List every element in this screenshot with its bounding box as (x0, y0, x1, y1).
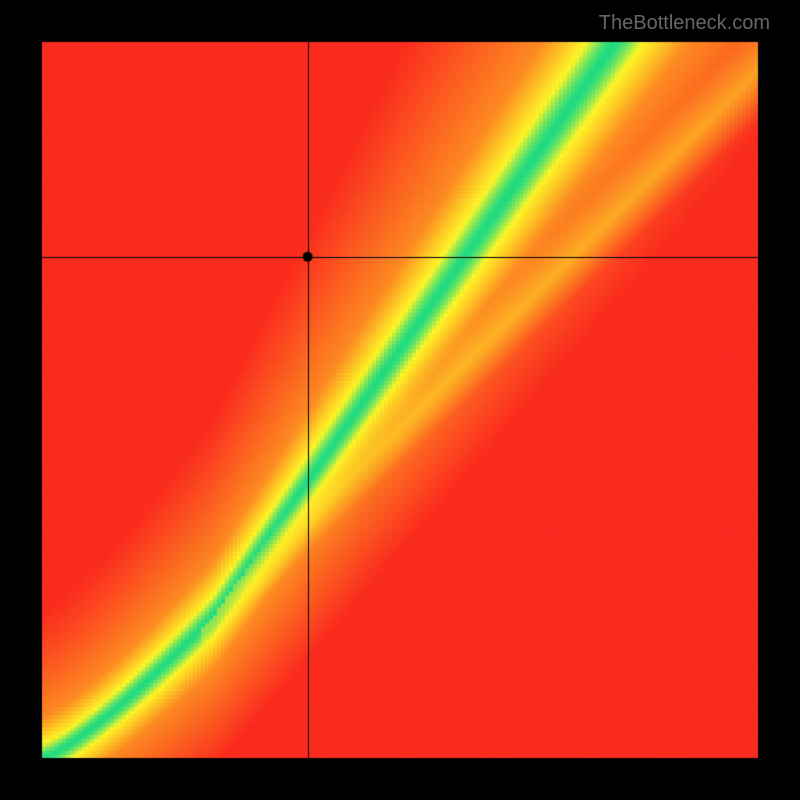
chart-container: TheBottleneck.com (0, 0, 800, 800)
bottleneck-heatmap (0, 0, 800, 800)
watermark-text: TheBottleneck.com (599, 12, 770, 35)
